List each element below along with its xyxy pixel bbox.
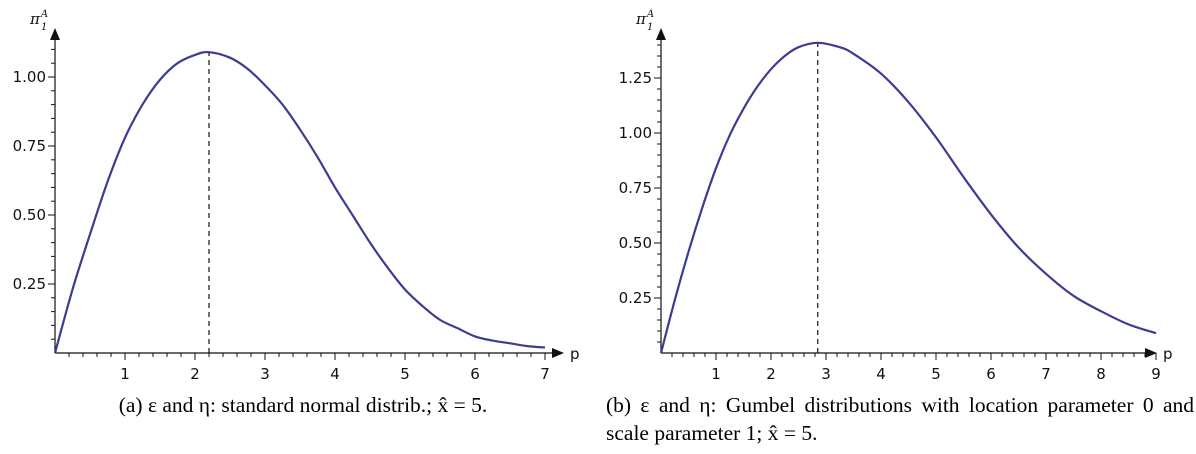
x-tick-label: 3 <box>260 365 270 383</box>
chart-a-svg: 1 2 3 4 5 6 7 0.25 0.50 0.75 1.00 p πA 1 <box>13 9 580 383</box>
y-axis-label: πA 1 <box>29 9 48 33</box>
x-tick-label: 4 <box>876 365 886 383</box>
x-tick-label: 2 <box>766 365 776 383</box>
profit-curve <box>53 50 546 354</box>
x-tick-label: 5 <box>400 365 410 383</box>
x-tick-label: 5 <box>931 365 941 383</box>
chart-a-caption: (a) ε and η: standard normal distrib.; x… <box>118 393 488 417</box>
x-tick-label: 7 <box>1041 365 1051 383</box>
chart-panel-a: 1 2 3 4 5 6 7 0.25 0.50 0.75 1.00 p πA 1 (a) ε and η:… <box>0 0 590 454</box>
y-tick-label: 1.25 <box>619 69 652 87</box>
x-tick-label: 1 <box>120 365 130 383</box>
x-tick-label: 6 <box>470 365 480 383</box>
y-tick-label: 0.25 <box>619 289 652 307</box>
x-axis-arrow <box>552 348 564 358</box>
y-axis-arrow <box>656 28 666 40</box>
x-axis-arrow <box>1145 348 1157 358</box>
chart-b-caption: (b) ε and η: Gumbel distributions with l… <box>606 393 1194 445</box>
x-tick-label: 4 <box>330 365 340 383</box>
x-axis-label: p <box>570 345 580 363</box>
profit-curve <box>659 41 1157 354</box>
x-tick-label: 7 <box>540 365 550 383</box>
y-tick-label: 0.50 <box>619 234 652 252</box>
y-axis-arrow <box>50 28 60 40</box>
y-tick-label: 1.00 <box>13 68 46 86</box>
y-tick-label: 0.75 <box>13 137 46 155</box>
y-axis-label: πA 1 <box>635 9 654 33</box>
x-axis-label: p <box>1163 345 1173 363</box>
x-tick-label: 9 <box>1151 365 1161 383</box>
chart-panel-b: 1 2 3 4 5 6 7 8 9 0.25 0.50 0.75 1.00 1.25 p πA 1 (b) ε … <box>598 0 1196 454</box>
chart-b-svg: 1 2 3 4 5 6 7 8 9 0.25 0.50 0.75 1.00 1.25 p πA 1 <box>619 9 1173 383</box>
y-tick-label: 0.75 <box>619 179 652 197</box>
x-tick-label: 6 <box>986 365 996 383</box>
y-tick-label: 0.50 <box>13 206 46 224</box>
y-tick-label: 1.00 <box>619 124 652 142</box>
x-tick-label: 1 <box>711 365 721 383</box>
x-tick-label: 8 <box>1096 365 1106 383</box>
y-tick-label: 0.25 <box>13 275 46 293</box>
x-tick-label: 3 <box>821 365 831 383</box>
x-tick-label: 2 <box>190 365 200 383</box>
